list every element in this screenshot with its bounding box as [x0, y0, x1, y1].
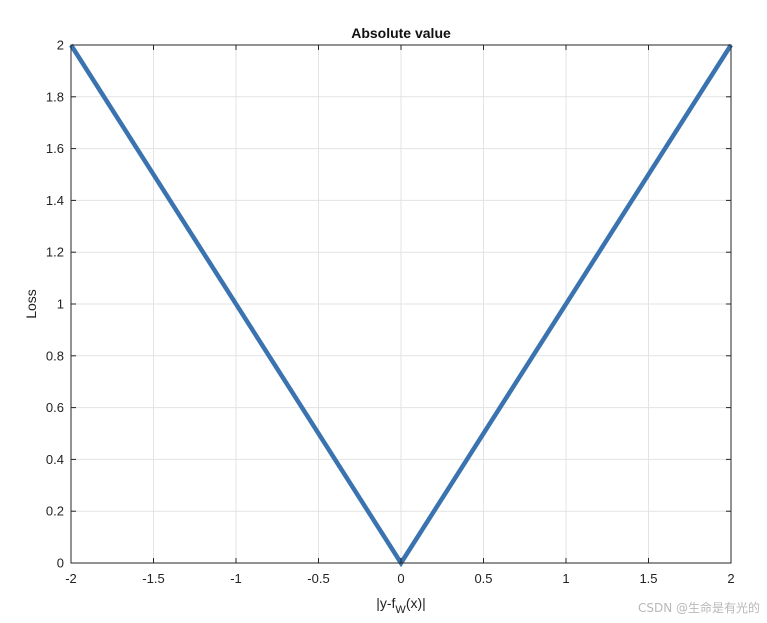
- y-tick-label: 1.2: [46, 245, 64, 260]
- x-tick-label: 1.5: [639, 571, 657, 586]
- watermark-text: CSDN @生命是有光的: [638, 600, 760, 615]
- x-axis-label-main: |y-f: [376, 595, 395, 611]
- y-tick-label: 0: [57, 556, 64, 571]
- ticks-group: -2 -1.5 -1 -0.5 0 0.5 1 1.5 2 0 0.2 0.4 0.6 0.8 1 1.2 1.…: [46, 38, 735, 587]
- y-tick-label: 0.8: [46, 348, 64, 363]
- y-axis-label: Loss: [23, 289, 39, 319]
- y-tick-label: 1.6: [46, 141, 64, 156]
- x-tick-label: -0.5: [307, 571, 329, 586]
- x-tick-label: 0: [397, 571, 404, 586]
- y-tick-label: 0.6: [46, 400, 64, 415]
- x-axis-label-subscript: W: [395, 604, 406, 616]
- x-tick-label: 1: [562, 571, 569, 586]
- x-tick-label: -2: [65, 571, 77, 586]
- chart-title: Absolute value: [351, 25, 451, 41]
- x-tick-label: -1.5: [142, 571, 164, 586]
- y-tick-label: 1.8: [46, 89, 64, 104]
- x-tick-label: -1: [230, 571, 242, 586]
- y-tick-label: 0.2: [46, 504, 64, 519]
- x-axis-label: |y-fW(x)|: [376, 595, 426, 616]
- y-tick-label: 1: [57, 297, 64, 312]
- y-tick-label: 0.4: [46, 452, 64, 467]
- x-tick-label: 2: [727, 571, 734, 586]
- y-tick-label: 2: [57, 38, 64, 53]
- x-axis-label-tail: (x)|: [406, 595, 426, 611]
- x-tick-label: 0.5: [474, 571, 492, 586]
- y-tick-label: 1.4: [46, 193, 64, 208]
